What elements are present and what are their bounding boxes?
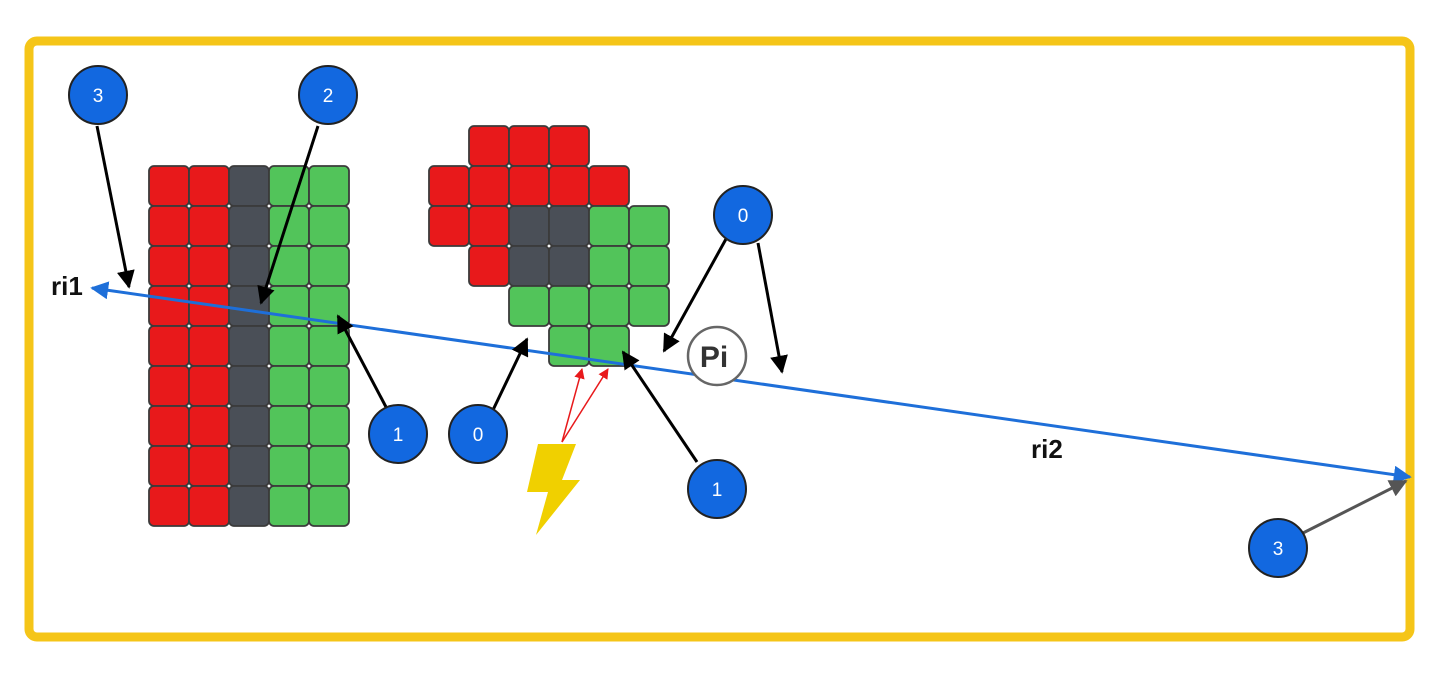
svg-text:0: 0 bbox=[473, 425, 484, 446]
grid-cell bbox=[428, 205, 470, 247]
grid-cell bbox=[228, 245, 270, 287]
grid-cell bbox=[268, 325, 310, 367]
right-cell-blob bbox=[428, 125, 670, 367]
grid-cell bbox=[508, 285, 550, 327]
grid-cell bbox=[548, 285, 590, 327]
grid-cell bbox=[148, 485, 190, 527]
grid-cell bbox=[308, 405, 350, 447]
grid-cell bbox=[468, 165, 510, 207]
grid-cell bbox=[188, 325, 230, 367]
grid-cell bbox=[548, 165, 590, 207]
grid-cell bbox=[148, 365, 190, 407]
grid-cell bbox=[268, 245, 310, 287]
grid-cell bbox=[428, 165, 470, 207]
grid-cell bbox=[508, 245, 550, 287]
grid-cell bbox=[308, 325, 350, 367]
grid-cell bbox=[268, 445, 310, 487]
grid-cell bbox=[308, 485, 350, 527]
ray-end-label: ri2 bbox=[1031, 434, 1063, 464]
point-pi-circle bbox=[686, 325, 748, 387]
grid-cell bbox=[228, 165, 270, 207]
ray-line bbox=[90, 281, 1412, 484]
grid-cell bbox=[188, 445, 230, 487]
grid-cell bbox=[148, 445, 190, 487]
bolt-arrow-b bbox=[561, 368, 609, 443]
svg-text:1: 1 bbox=[393, 425, 404, 446]
grid-cell bbox=[588, 245, 630, 287]
svg-text:0: 0 bbox=[738, 206, 749, 227]
arrow-marker2-to-ray bbox=[257, 125, 320, 305]
grid-cell bbox=[508, 125, 550, 167]
grid-cell bbox=[588, 285, 630, 327]
arrow-marker0-bottom bbox=[491, 337, 529, 411]
grid-cell bbox=[268, 285, 310, 327]
grid-cell bbox=[308, 205, 350, 247]
svg-text:2: 2 bbox=[323, 86, 334, 107]
grid-cell bbox=[188, 405, 230, 447]
grid-cell bbox=[628, 205, 670, 247]
grid-cell bbox=[308, 445, 350, 487]
grid-cell bbox=[188, 365, 230, 407]
grid-cell bbox=[468, 245, 510, 287]
grid-cell bbox=[588, 205, 630, 247]
arrow-marker0-right-b bbox=[756, 242, 788, 374]
arrow-marker0-right-a bbox=[662, 238, 728, 353]
grid-cell bbox=[188, 205, 230, 247]
grid-cell bbox=[308, 165, 350, 207]
marker-1-right: 1 bbox=[687, 459, 747, 519]
grid-cell bbox=[148, 165, 190, 207]
grid-cell bbox=[548, 325, 590, 367]
grid-cell bbox=[268, 485, 310, 527]
grid-cell bbox=[628, 245, 670, 287]
grid-cell bbox=[268, 405, 310, 447]
grid-cell bbox=[548, 205, 590, 247]
svg-text:1: 1 bbox=[712, 480, 723, 501]
grid-cell bbox=[268, 365, 310, 407]
marker-3-right: 3 bbox=[1248, 518, 1308, 578]
bolt-arrow-a bbox=[561, 367, 585, 443]
grid-cell bbox=[308, 245, 350, 287]
arrow-marker1-right bbox=[621, 350, 699, 463]
grid-cell bbox=[548, 125, 590, 167]
marker-2: 2 bbox=[298, 65, 358, 125]
arrow-marker3-to-ray bbox=[95, 125, 135, 289]
grid-cell bbox=[228, 485, 270, 527]
grid-cell bbox=[148, 285, 190, 327]
ray-start-label: ri1 bbox=[51, 271, 83, 301]
grid-cell bbox=[508, 205, 550, 247]
point-pi-label: Pi bbox=[700, 341, 728, 374]
grid-cell bbox=[148, 325, 190, 367]
marker-0-bottom: 0 bbox=[448, 404, 508, 464]
grid-cell bbox=[228, 205, 270, 247]
grid-cell bbox=[148, 405, 190, 447]
grid-cell bbox=[548, 245, 590, 287]
grid-cell bbox=[228, 365, 270, 407]
marker-0-right: 0 bbox=[713, 185, 773, 245]
arrow-marker1-left bbox=[336, 314, 388, 408]
grid-cell bbox=[508, 165, 550, 207]
lightning-bolt-icon bbox=[527, 444, 580, 535]
grid-cell bbox=[228, 405, 270, 447]
grid-cell bbox=[628, 285, 670, 327]
marker-1-left: 1 bbox=[368, 404, 428, 464]
grid-cell bbox=[468, 205, 510, 247]
grid-cell bbox=[188, 245, 230, 287]
grid-cell bbox=[148, 245, 190, 287]
svg-text:3: 3 bbox=[93, 86, 104, 107]
grid-cell bbox=[308, 365, 350, 407]
left-cell-grid bbox=[148, 165, 350, 527]
arrow-marker3-right bbox=[1302, 479, 1408, 535]
grid-cell bbox=[188, 165, 230, 207]
grid-cell bbox=[228, 325, 270, 367]
grid-cell bbox=[228, 445, 270, 487]
grid-cell bbox=[148, 205, 190, 247]
svg-text:3: 3 bbox=[1273, 539, 1284, 560]
grid-cell bbox=[188, 485, 230, 527]
grid-cell bbox=[588, 165, 630, 207]
grid-cell bbox=[468, 125, 510, 167]
marker-3-left: 3 bbox=[68, 65, 128, 125]
